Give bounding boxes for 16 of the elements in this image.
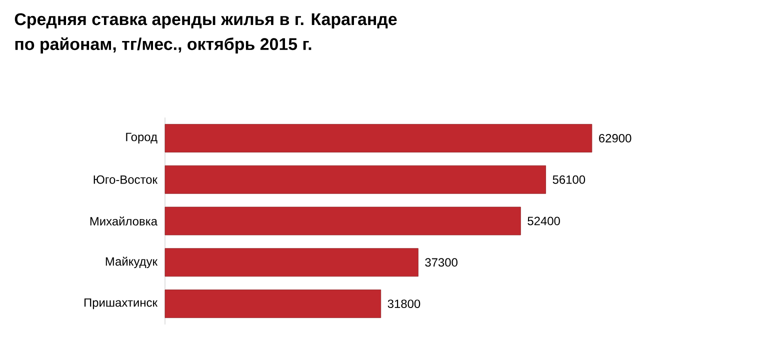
bar: [164, 165, 546, 194]
y-tick-label: Пришахтинск: [84, 298, 158, 310]
bar: [164, 248, 418, 277]
chart-title: Средняя ставка аренды жилья в г. Караганде по районам, тг/мес., октябрь 2015 г.: [14, 13, 397, 54]
data-label: 31800: [388, 300, 420, 308]
y-tick-label: Город: [126, 132, 158, 144]
data-label: 56100: [552, 175, 586, 184]
y-tick-label: Михайловка: [90, 216, 158, 226]
bar: [164, 124, 592, 152]
data-label: 62900: [599, 134, 632, 142]
y-tick-label: Юго-Восток: [94, 175, 158, 184]
bar: [164, 290, 382, 318]
data-label: 37300: [425, 258, 458, 267]
y-tick-label: Майкудук: [106, 256, 158, 268]
bar: [164, 206, 521, 236]
data-label: 52400: [528, 216, 560, 226]
